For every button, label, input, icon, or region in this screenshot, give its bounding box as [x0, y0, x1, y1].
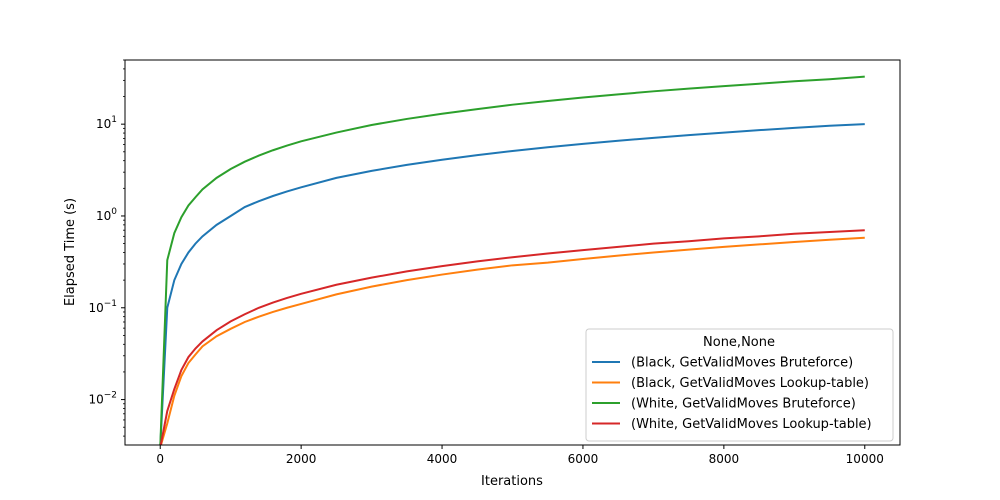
legend-label-3: (White, GetValidMoves Bruteforce) [631, 397, 856, 412]
y-axis-label: Elapsed Time (s) [63, 198, 78, 306]
x-tick-label: 6000 [568, 452, 599, 466]
x-tick-label: 4000 [427, 452, 458, 466]
x-tick-label: 2000 [286, 452, 317, 466]
y-tick-label: 10−2 [88, 391, 117, 407]
x-axis-label: Iterations [481, 474, 543, 489]
y-tick-label: 10−1 [88, 299, 117, 315]
x-tick-label: 8000 [709, 452, 740, 466]
y-axis-ticks: 10−2 10−1 100 101 [88, 59, 125, 437]
x-tick-label: 10000 [846, 452, 884, 466]
series-layer [159, 75, 865, 445]
series-line-1 [159, 123, 865, 445]
legend-label-2: (Black, GetValidMoves Lookup-table) [631, 376, 869, 391]
x-axis-ticks: 0 2000 4000 6000 8000 10000 [156, 445, 884, 466]
legend: None,None (Black, GetValidMoves Brutefor… [585, 328, 894, 442]
legend-title: None,None [703, 335, 775, 350]
series-line-2 [159, 236, 865, 445]
y-tick-label: 100 [96, 207, 117, 223]
x-tick-label: 0 [156, 452, 164, 466]
legend-box [585, 328, 894, 442]
series-line-4 [159, 229, 865, 445]
legend-label-1: (Black, GetValidMoves Bruteforce) [631, 356, 853, 371]
series-line-3 [159, 75, 865, 445]
legend-label-4: (White, GetValidMoves Lookup-table) [631, 417, 872, 432]
plot-area: 0 2000 4000 6000 8000 10000 10−2 10−1 100 101 [88, 59, 901, 466]
y-tick-label: 101 [96, 115, 117, 131]
